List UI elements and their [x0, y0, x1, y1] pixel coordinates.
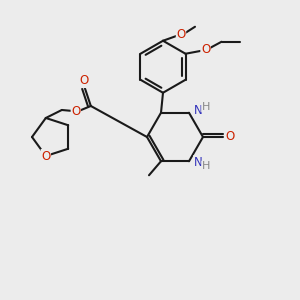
- Text: O: O: [225, 130, 235, 143]
- Text: O: O: [79, 74, 88, 88]
- Text: N: N: [194, 156, 202, 169]
- Text: O: O: [71, 106, 80, 118]
- Text: O: O: [201, 43, 210, 56]
- Text: H: H: [202, 161, 210, 171]
- Text: O: O: [41, 149, 50, 163]
- Text: N: N: [194, 104, 202, 117]
- Text: H: H: [202, 102, 210, 112]
- Text: O: O: [176, 28, 186, 41]
